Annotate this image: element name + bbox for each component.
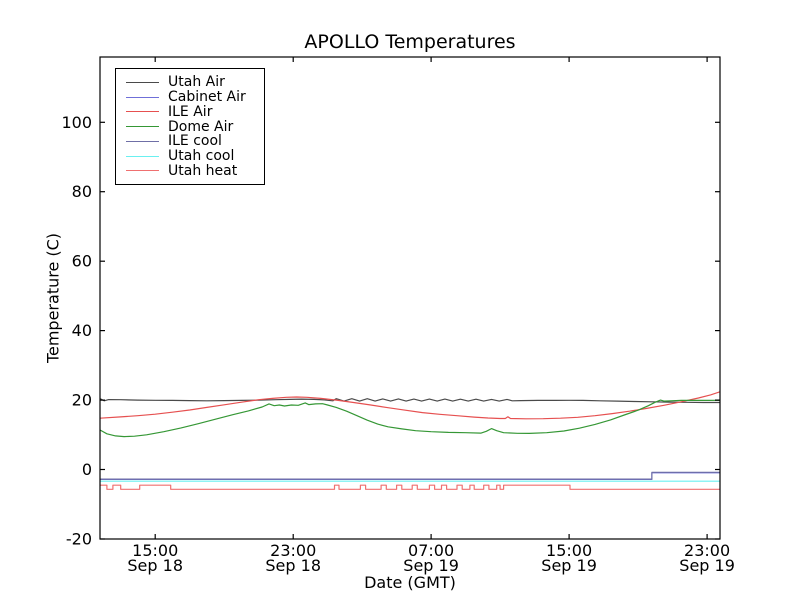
series-line-utah-air [100,398,720,404]
series-line-cabinet-air [100,472,720,480]
legend-item-label: Utah Air [168,74,225,91]
x-axis-label: Date (GMT) [364,573,456,592]
legend-line-swatch [126,126,159,128]
y-tick-label: 60 [72,252,92,271]
x-tick-label-time: 23:00 [684,541,730,560]
legend: Utah Air Cabinet Air ILE Air Dome Air ILE co… [115,68,265,186]
x-tick-label-time: 15:00 [132,541,178,560]
series-line-ile-air [100,391,720,420]
axes-frame [99,56,721,540]
legend-item: Dome Air [126,119,264,134]
y-tick-label: 40 [72,321,92,340]
x-tick-label-time: 15:00 [546,541,592,560]
x-tick-label-date: Sep 18 [127,556,183,575]
legend-line-swatch [126,170,159,172]
legend-item-label: ILE cool [168,133,222,150]
x-tick-label-date: Sep 18 [265,556,321,575]
y-tick-label: 80 [72,182,92,201]
legend-item-label: ILE Air [168,103,213,120]
legend-line-swatch [126,96,159,98]
legend-line-swatch [126,155,159,157]
series-line-ile-cool [100,471,720,480]
legend-item: ILE cool [126,134,264,149]
y-tick-label: 0 [82,460,92,479]
legend-line-swatch [126,140,159,142]
chart-title: APOLLO Temperatures [304,31,516,53]
y-tick-label: 100 [61,113,92,132]
legend-item: ILE Air [126,105,264,120]
x-tick-label-time: 07:00 [408,541,454,560]
legend-item: Utah Air [126,75,264,90]
legend-item-label: Cabinet Air [168,89,246,106]
series-line-dome-air [100,399,720,438]
y-tick-label: 20 [72,391,92,410]
legend-item: Utah cool [126,149,264,164]
y-tick-label: -20 [66,530,92,549]
series-line-utah-heat [100,484,720,490]
x-tick-label-time: 23:00 [270,541,316,560]
legend-line-swatch [126,111,159,113]
legend-item: Cabinet Air [126,90,264,105]
legend-item-label: Dome Air [168,118,234,135]
legend-item-label: Utah cool [168,148,235,165]
legend-item: Utah heat [126,164,264,179]
legend-item-label: Utah heat [168,162,238,179]
series-lines [100,391,720,490]
y-axis-label: Temperature (C) [43,232,63,364]
x-tick-label-date: Sep 19 [541,556,597,575]
x-tick-label-date: Sep 19 [403,556,459,575]
x-tick-label-date: Sep 19 [679,556,735,575]
legend-line-swatch [126,81,159,83]
